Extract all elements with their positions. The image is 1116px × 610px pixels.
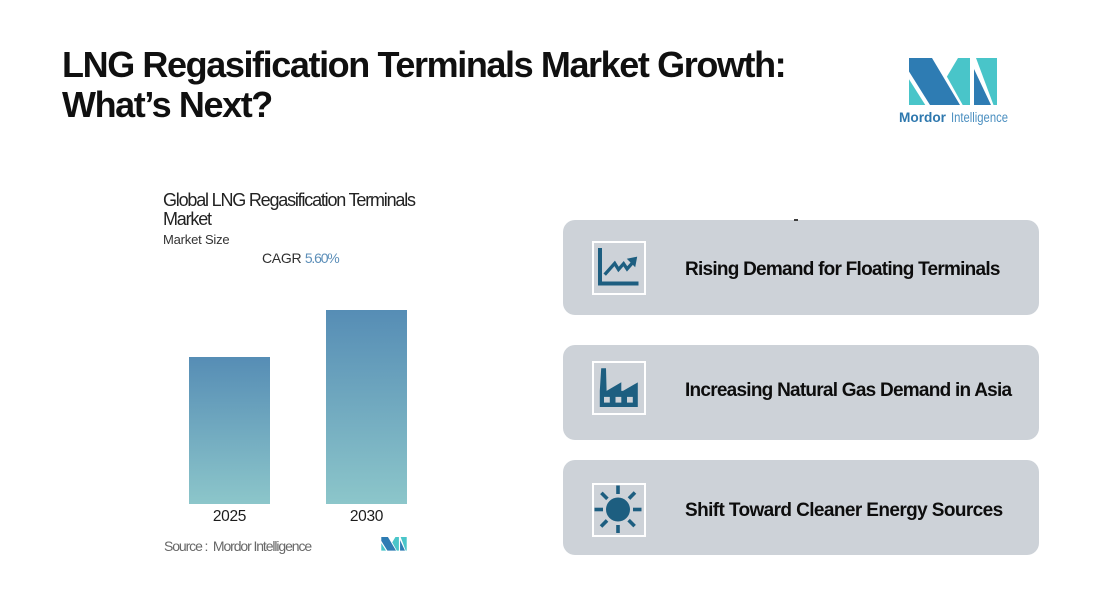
svg-text:Mordor: Mordor	[899, 110, 947, 125]
svg-text:Intelligence: Intelligence	[951, 110, 1008, 125]
